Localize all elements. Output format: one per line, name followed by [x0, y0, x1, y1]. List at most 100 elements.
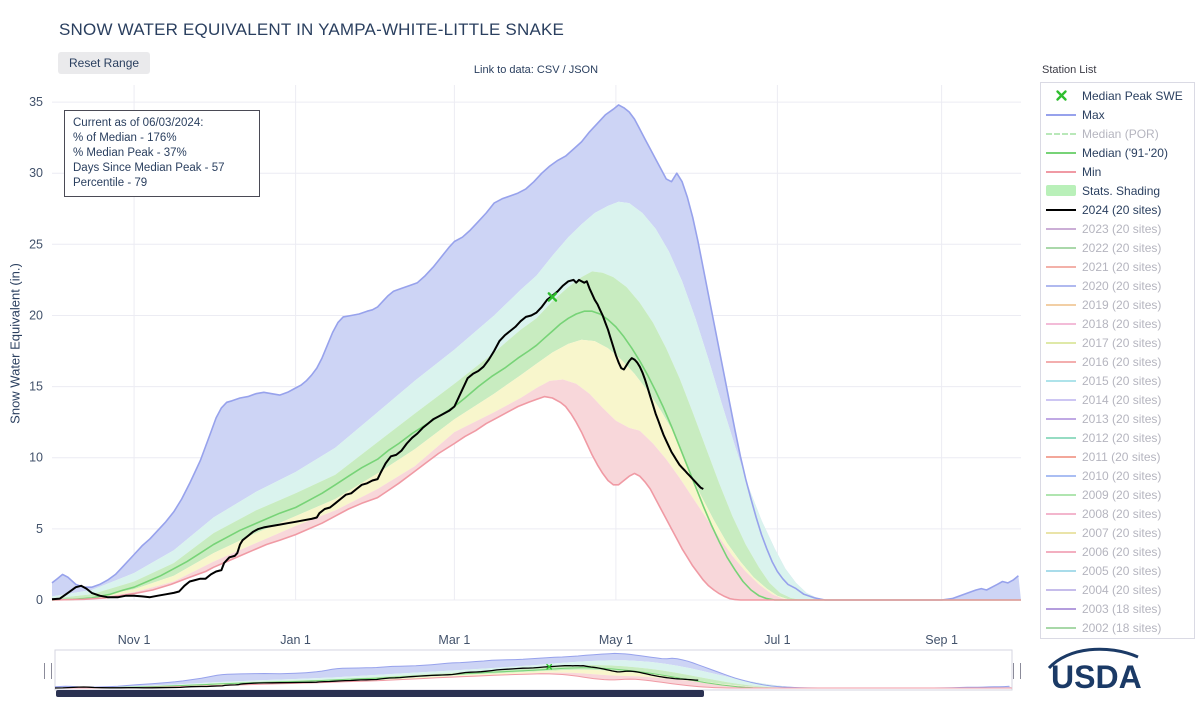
rangeslider-chart[interactable]: [0, 645, 1200, 700]
legend-item-2015-20-sites[interactable]: 2015 (20 sites): [1041, 371, 1194, 390]
swe-2024-line: [51, 278, 704, 601]
rangeslider-left-handle[interactable]: [44, 663, 52, 679]
legend-item-label: 2023 (20 sites): [1082, 221, 1162, 236]
y-axis-title: Snow Water Equivalent (in.): [7, 263, 23, 424]
annotation-line-pct-median-peak: % Median Peak - 37%: [73, 147, 187, 159]
csv-link[interactable]: CSV: [536, 64, 560, 76]
legend-item-2022-20-sites[interactable]: 2022 (20 sites): [1041, 238, 1194, 257]
legend-swatch-icon: [1046, 341, 1076, 344]
legend-item-2010-20-sites[interactable]: 2010 (20 sites): [1041, 466, 1194, 485]
current-stats-annotation: Current as of 06/03/2024: % of Median - …: [64, 110, 260, 197]
legend-swatch-icon: [1046, 208, 1076, 211]
legend-swatch-icon: [1046, 493, 1076, 496]
legend[interactable]: Median Peak SWE Max Median (POR) Median ('9…: [1040, 82, 1195, 639]
legend-item-label: 2003 (18 sites): [1082, 601, 1162, 616]
horizontal-scrollbar-thumb[interactable]: [56, 690, 704, 697]
legend-item-label: 2013 (20 sites): [1082, 411, 1162, 426]
y-tick-label: 10: [29, 451, 43, 465]
legend-item-2006-20-sites[interactable]: 2006 (20 sites): [1041, 542, 1194, 561]
data-link-bar: Link to data: CSV / JSON: [403, 64, 669, 76]
legend-swatch-icon: [1046, 436, 1076, 439]
usda-logo: USDA: [1046, 644, 1196, 698]
legend-swatch-icon: [1046, 607, 1076, 610]
legend-swatch-icon: [1046, 89, 1076, 102]
legend-item-2014-20-sites[interactable]: 2014 (20 sites): [1041, 390, 1194, 409]
legend-item-2023-20-sites[interactable]: 2023 (20 sites): [1041, 219, 1194, 238]
stats-shading-band-p70-to-p90: [55, 660, 1012, 688]
legend-item-2012-20-sites[interactable]: 2012 (20 sites): [1041, 428, 1194, 447]
legend-item-2002-18-sites[interactable]: 2002 (18 sites): [1041, 618, 1194, 637]
legend-item-label: Median (POR): [1082, 126, 1159, 141]
stats-shading-band-p70-to-p90: [52, 201, 1021, 600]
legend-item-label: 2022 (20 sites): [1082, 240, 1162, 255]
legend-swatch-icon: [1046, 227, 1076, 230]
legend-item-label: 2018 (20 sites): [1082, 316, 1162, 331]
legend-item-min[interactable]: Min: [1041, 162, 1194, 181]
y-tick-label: 35: [29, 95, 43, 109]
y-tick-label: 20: [29, 309, 43, 323]
usda-swoosh: [1047, 647, 1139, 670]
x-tick-label: Mar 1: [438, 633, 470, 647]
legend-item-2013-20-sites[interactable]: 2013 (20 sites): [1041, 409, 1194, 428]
legend-swatch-icon: [1046, 151, 1076, 154]
legend-item-label: 2019 (20 sites): [1082, 297, 1162, 312]
legend-item-label: 2002 (18 sites): [1082, 620, 1162, 635]
max-line: [51, 104, 1019, 601]
svg-text:USDA: USDA: [1051, 659, 1142, 695]
legend-swatch-icon: [1046, 185, 1076, 196]
legend-item-2008-20-sites[interactable]: 2008 (20 sites): [1041, 504, 1194, 523]
legend-item-2003-18-sites[interactable]: 2003 (18 sites): [1041, 599, 1194, 618]
legend-item-stats-shading[interactable]: Stats. Shading: [1041, 181, 1194, 200]
legend-item-2011-20-sites[interactable]: 2011 (20 sites): [1041, 447, 1194, 466]
median-91-20-line: [55, 667, 1012, 689]
annotation-line-pct-of-median: % of Median - 176%: [73, 132, 177, 144]
stats-shading-band-p30-to-p70: [52, 271, 1021, 600]
legend-swatch-icon: [1046, 360, 1076, 363]
legend-item-label: 2009 (20 sites): [1082, 487, 1162, 502]
median-peak-swe-marker: [546, 663, 553, 670]
legend-swatch-icon: [1046, 455, 1076, 458]
legend-item-2019-20-sites[interactable]: 2019 (20 sites): [1041, 295, 1194, 314]
y-tick-label: 30: [29, 166, 43, 180]
legend-item-2018-20-sites[interactable]: 2018 (20 sites): [1041, 314, 1194, 333]
legend-item-label: Min: [1082, 164, 1102, 179]
station-list-label: Station List: [1042, 64, 1097, 76]
legend-swatch-icon: [1046, 284, 1076, 287]
rangeslider-right-handle[interactable]: [1013, 663, 1021, 679]
json-link[interactable]: JSON: [568, 64, 599, 76]
legend-item-2017-20-sites[interactable]: 2017 (20 sites): [1041, 333, 1194, 352]
max-line: [54, 652, 1010, 689]
legend-item-2009-20-sites[interactable]: 2009 (20 sites): [1041, 485, 1194, 504]
legend-swatch-icon: [1046, 531, 1076, 534]
legend-swatch-icon: [1046, 474, 1076, 477]
swe-2024-line: [54, 664, 699, 689]
legend-swatch-icon: [1046, 550, 1076, 553]
reset-range-button[interactable]: Reset Range: [58, 52, 151, 74]
link-separator: /: [559, 64, 569, 76]
y-tick-label: 15: [29, 380, 43, 394]
legend-item-2016-20-sites[interactable]: 2016 (20 sites): [1041, 352, 1194, 371]
annotation-line-days-since-peak: Days Since Median Peak - 57: [73, 162, 225, 174]
legend-item-2021-20-sites[interactable]: 2021 (20 sites): [1041, 257, 1194, 276]
main-chart-plot-area[interactable]: 0 5 10 15 20 25 30 35 Nov 1 Jan 1 Mar 1 May 1 Jul 1 S…: [0, 0, 1200, 648]
legend-item-2004-20-sites[interactable]: 2004 (20 sites): [1041, 580, 1194, 599]
legend-item-label: 2007 (20 sites): [1082, 525, 1162, 540]
legend-item-2007-20-sites[interactable]: 2007 (20 sites): [1041, 523, 1194, 542]
legend-item-median-91-20[interactable]: Median ('91-'20): [1041, 143, 1194, 162]
legend-item-max[interactable]: Max: [1041, 105, 1194, 124]
legend-item-2005-20-sites[interactable]: 2005 (20 sites): [1041, 561, 1194, 580]
x-tick-label: Jan 1: [280, 633, 311, 647]
legend-item-2024-20-sites[interactable]: 2024 (20 sites): [1041, 200, 1194, 219]
median-peak-swe-marker: [547, 292, 558, 302]
y-tick-label: 5: [36, 522, 43, 536]
legend-item-label: 2006 (20 sites): [1082, 544, 1162, 559]
legend-item-median-peak-swe[interactable]: Median Peak SWE: [1041, 86, 1194, 105]
x-tick-label: Sep 1: [925, 633, 958, 647]
page-title: SNOW WATER EQUIVALENT IN YAMPA-WHITE-LIT…: [59, 20, 565, 39]
stats-shading-band-p90-to-max: [55, 653, 1012, 688]
legend-item-2020-20-sites[interactable]: 2020 (20 sites): [1041, 276, 1194, 295]
legend-item-median-por[interactable]: Median (POR): [1041, 124, 1194, 143]
median-91-20-line: [51, 310, 1021, 601]
y-tick-label: 25: [29, 237, 43, 251]
